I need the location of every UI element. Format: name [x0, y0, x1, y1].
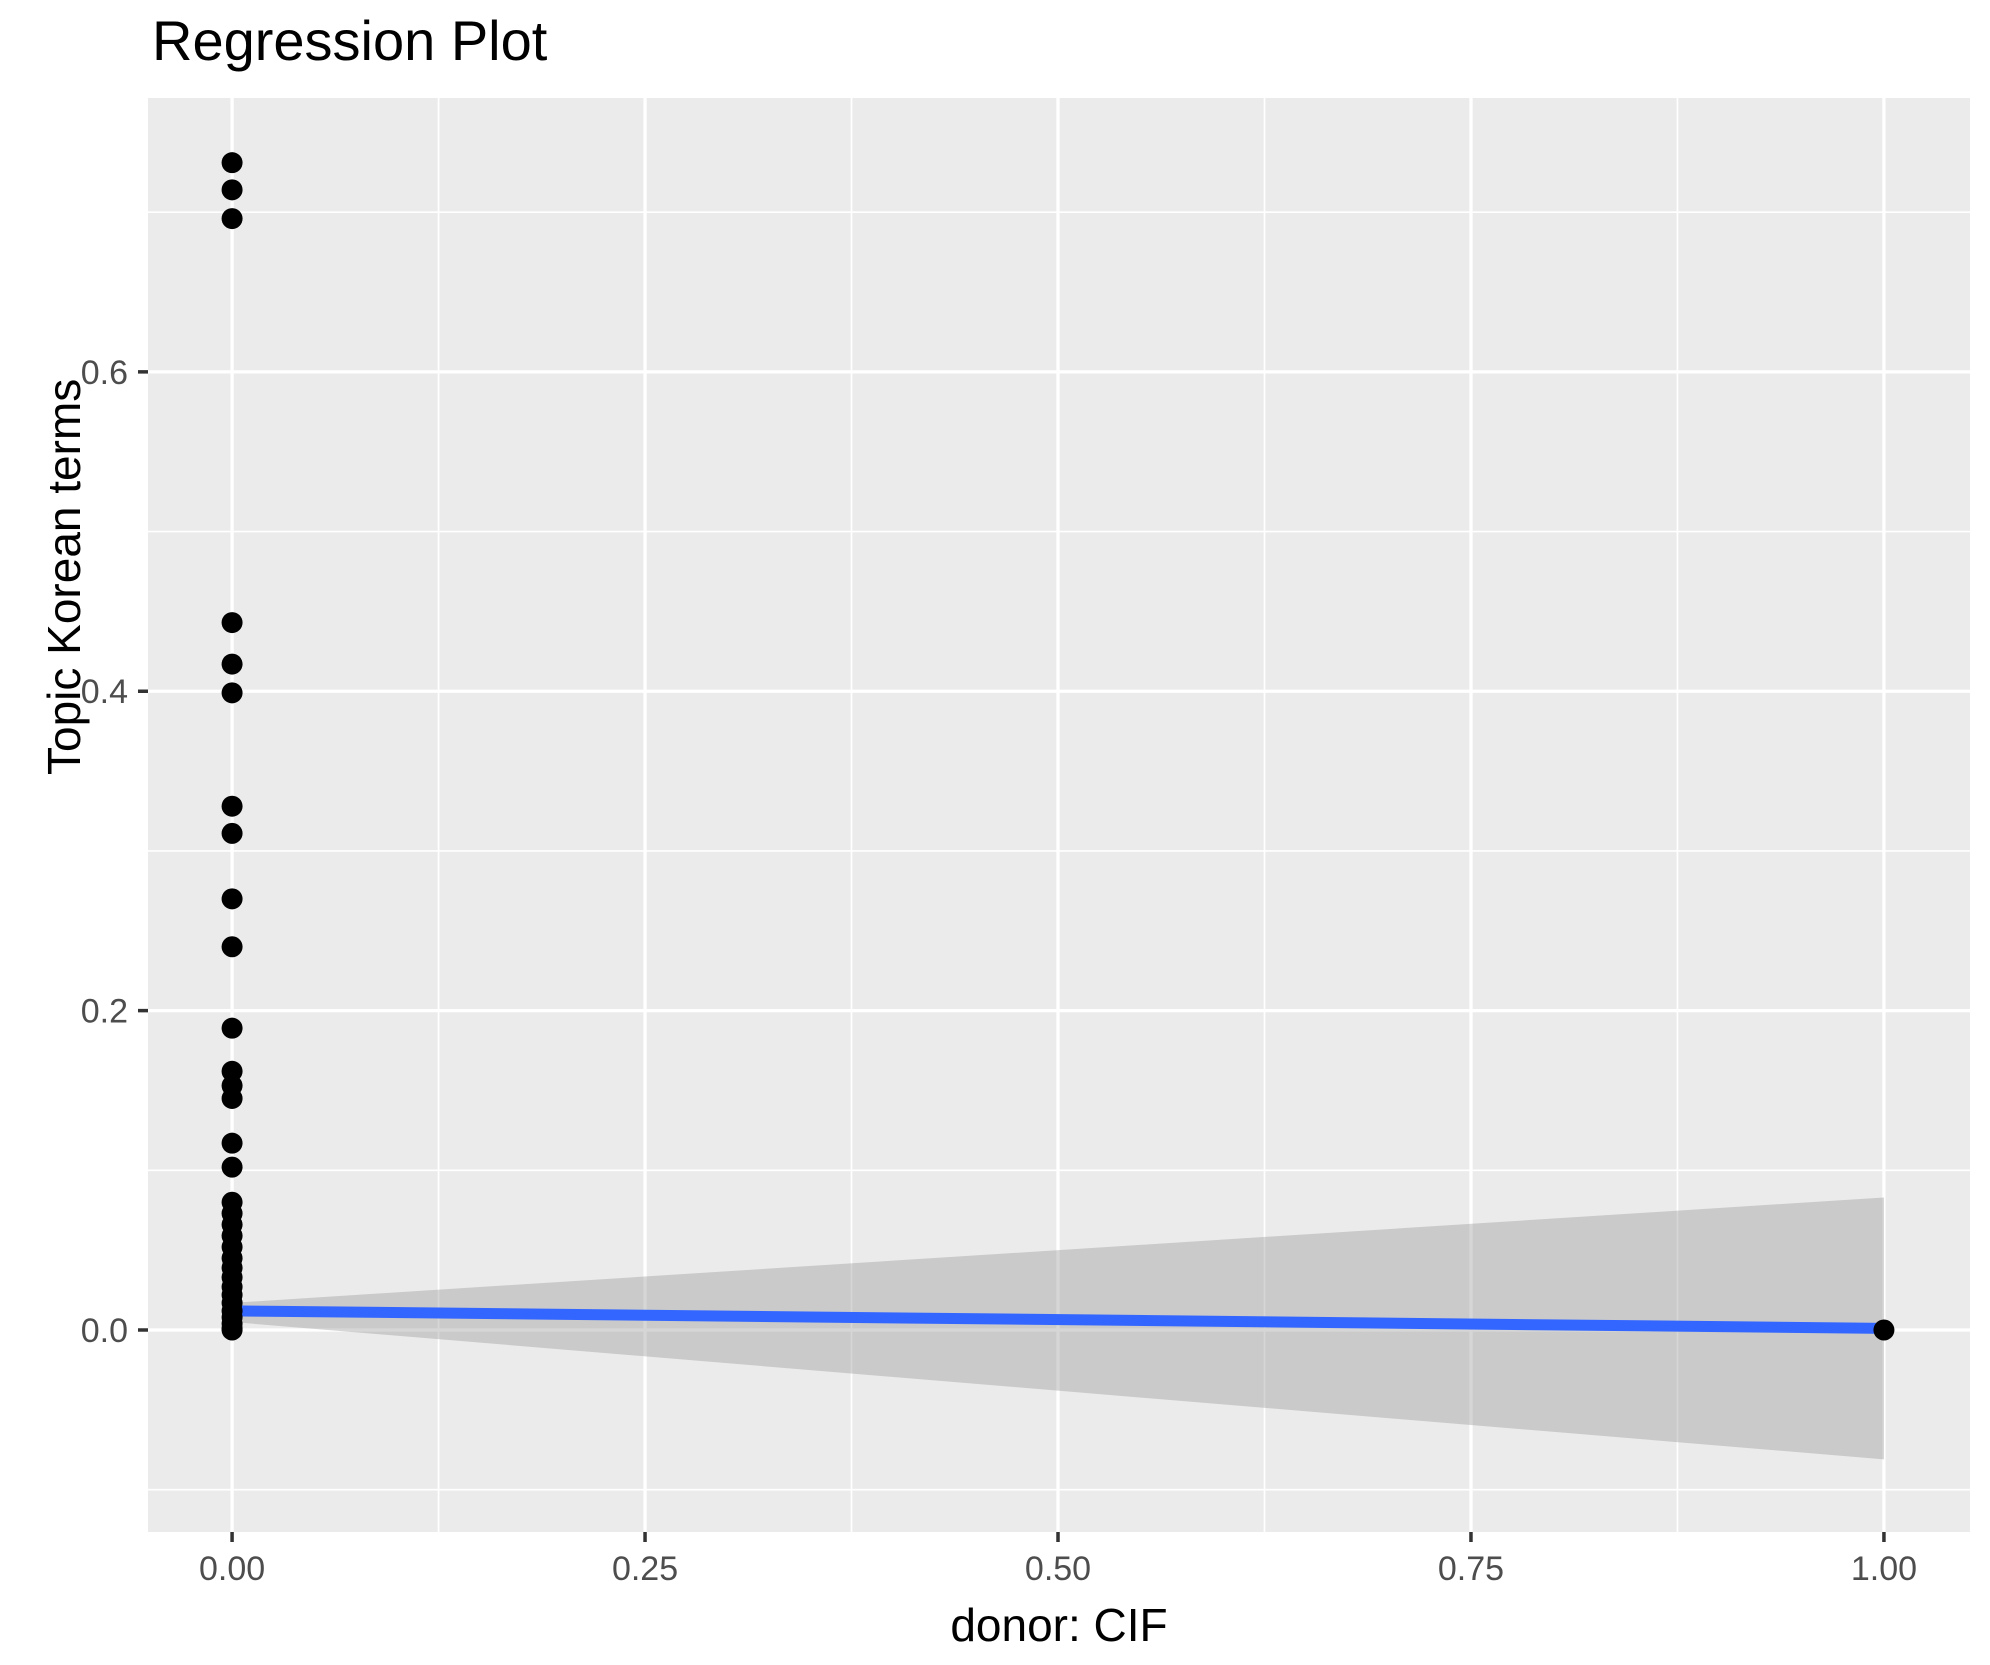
data-point: [221, 795, 243, 817]
data-point: [221, 1060, 243, 1082]
x-axis-title: donor: CIF: [950, 1599, 1168, 1651]
y-tick-label: 0.0: [81, 1312, 128, 1350]
data-point: [221, 1132, 243, 1154]
data-point: [221, 179, 243, 201]
y-tick-label: 0.4: [81, 673, 128, 711]
x-tick-label: 0.50: [1025, 1550, 1091, 1588]
data-point: [221, 936, 243, 958]
data-point: [221, 152, 243, 174]
x-tick-label: 1.00: [1851, 1550, 1917, 1588]
data-point: [221, 888, 243, 910]
x-tick-label: 0.75: [1438, 1550, 1504, 1588]
data-point: [221, 653, 243, 675]
data-point: [221, 1087, 243, 1109]
data-point: [221, 1156, 243, 1178]
y-tick-label: 0.2: [81, 993, 128, 1031]
x-tick-label: 0.00: [199, 1550, 265, 1588]
data-point: [221, 208, 243, 230]
x-tick-label: 0.25: [612, 1550, 678, 1588]
y-tick-label: 0.6: [81, 354, 128, 392]
data-point: [1873, 1319, 1895, 1341]
y-axis-title-text: Topic Korean terms: [38, 378, 90, 775]
chart-title: Regression Plot: [152, 9, 548, 72]
data-point: [221, 682, 243, 704]
data-point: [221, 1017, 243, 1039]
data-point: [221, 1319, 243, 1341]
regression-line: [232, 1305, 1884, 1334]
data-point: [221, 822, 243, 844]
data-point: [221, 612, 243, 634]
confidence-band: [232, 1197, 1884, 1460]
